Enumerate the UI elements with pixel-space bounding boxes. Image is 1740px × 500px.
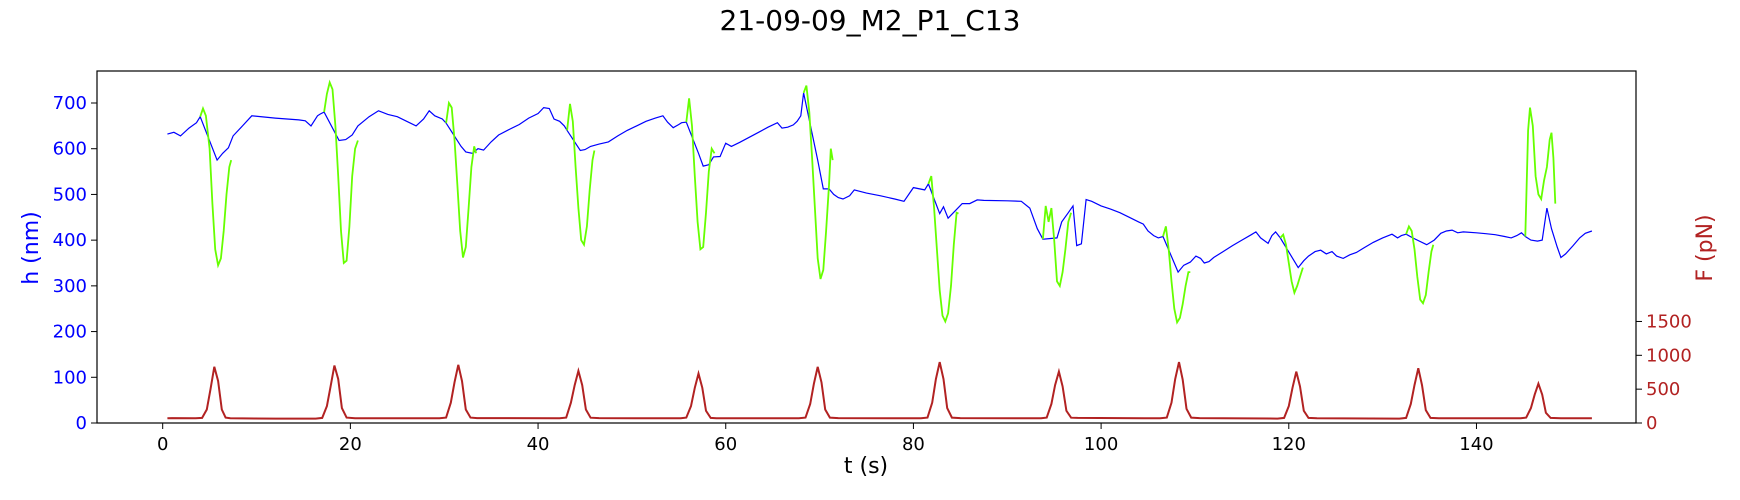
y-right-tick-label: 500 — [1646, 379, 1680, 400]
y-left-tick-label: 200 — [53, 322, 87, 343]
x-axis-label: t (s) — [844, 454, 888, 479]
height-indentation-segment-9 — [1162, 226, 1191, 325]
height-indentation-segment-8 — [1042, 205, 1072, 289]
y-axis-left: 0 100 200 300 400 500 600 700 — [53, 93, 97, 434]
plot-area — [96, 70, 1637, 424]
x-tick-label: 20 — [339, 434, 362, 455]
chart-title: 21-09-09_M2_P1_C13 — [720, 4, 1021, 37]
y-axis-right-label: F (pN) — [1693, 214, 1718, 281]
y-right-tick-label: 1500 — [1646, 311, 1692, 332]
height-indentation-segment-11 — [1405, 224, 1435, 306]
x-tick-label: 140 — [1459, 434, 1493, 455]
x-tick-label: 0 — [157, 434, 168, 455]
height-indentation-segment-1 — [199, 105, 233, 269]
height-indentation-segment-2 — [323, 79, 359, 265]
x-tick-label: 40 — [527, 434, 550, 455]
height-indentation-segment-3 — [445, 100, 477, 258]
height-indentation-segment-7 — [927, 175, 959, 324]
height-indentation-segment-6 — [802, 85, 834, 280]
x-tick-label: 100 — [1084, 434, 1118, 455]
plot-frame — [96, 70, 1637, 424]
x-tick-label: 120 — [1272, 434, 1306, 455]
height-indentation-segment-4 — [566, 103, 596, 248]
height-indentation-segment-5 — [685, 98, 716, 252]
height-baseline-line — [167, 92, 1593, 274]
y-left-tick-label: 400 — [53, 230, 87, 251]
y-left-tick-label: 0 — [76, 413, 87, 434]
y-axis-right: 0 500 1000 1500 — [1636, 311, 1692, 434]
y-left-tick-label: 700 — [53, 93, 87, 114]
y-left-tick-label: 600 — [53, 139, 87, 160]
height-indentation-segment-12 — [1524, 107, 1557, 237]
y-left-tick-label: 100 — [53, 367, 87, 388]
y-axis-left-label: h (nm) — [19, 211, 44, 284]
height-indentation-segment-10 — [1279, 232, 1304, 296]
y-left-tick-label: 300 — [53, 276, 87, 297]
x-axis: 0 20 40 60 80 100 120 140 — [157, 423, 1494, 455]
x-tick-label: 60 — [714, 434, 737, 455]
y-right-tick-label: 0 — [1646, 413, 1657, 434]
x-tick-label: 80 — [902, 434, 925, 455]
y-left-tick-label: 500 — [53, 184, 87, 205]
y-right-tick-label: 1000 — [1646, 345, 1692, 366]
force-series-line — [167, 361, 1592, 420]
